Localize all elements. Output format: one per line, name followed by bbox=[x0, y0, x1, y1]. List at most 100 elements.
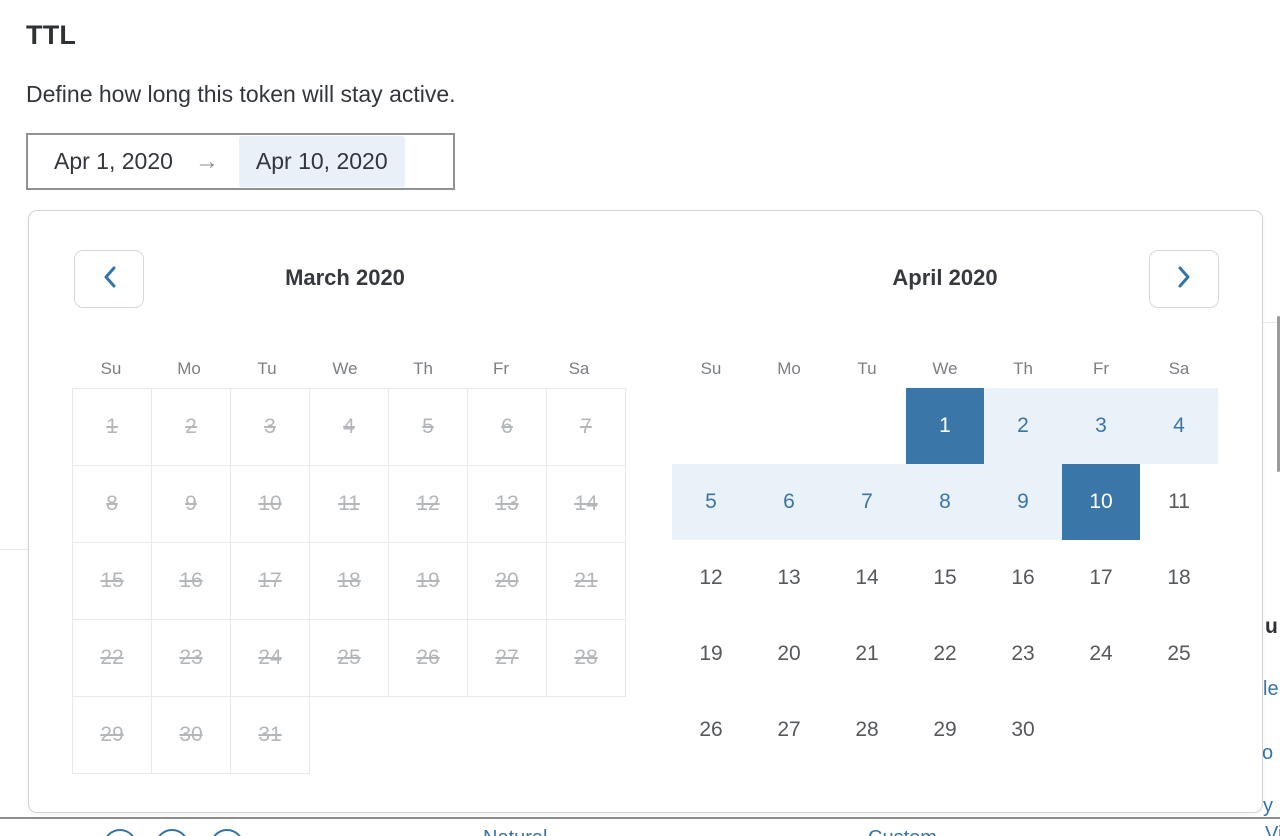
day-cell-april-2[interactable]: 2 bbox=[984, 388, 1062, 464]
weekday-row: Su Mo Tu We Th Fr Sa bbox=[72, 357, 618, 381]
arrow-right-icon: → bbox=[194, 147, 219, 175]
circle-button-partial[interactable] bbox=[210, 829, 244, 836]
prev-month-button[interactable] bbox=[74, 250, 144, 308]
day-cell-april-6[interactable]: 6 bbox=[750, 464, 828, 540]
day-cell-april-17[interactable]: 17 bbox=[1089, 566, 1113, 589]
day-cell-march-22: 22 bbox=[72, 619, 152, 697]
clipped-text-fragment: Natural bbox=[483, 827, 547, 836]
clipped-text-fragment: o bbox=[1262, 742, 1274, 764]
day-cell-april-4[interactable]: 4 bbox=[1140, 388, 1218, 464]
weekday-label: We bbox=[332, 359, 358, 378]
day-cell-april-7[interactable]: 7 bbox=[828, 464, 906, 540]
empty-cell bbox=[547, 697, 626, 774]
day-cell-april-29[interactable]: 29 bbox=[933, 718, 957, 741]
weekday-label: Th bbox=[413, 359, 433, 378]
scrollbar-thumb[interactable] bbox=[1277, 316, 1280, 472]
month-title: March 2020 bbox=[285, 265, 405, 290]
weekday-label: Tu bbox=[257, 359, 277, 378]
weekday-label: Th bbox=[1013, 359, 1033, 378]
day-cell-march-12: 12 bbox=[388, 465, 468, 543]
day-cell-april-20[interactable]: 20 bbox=[777, 642, 801, 665]
chevron-right-icon bbox=[1177, 265, 1192, 294]
calendar-week-row: 15 16 17 18 19 20 21 bbox=[72, 542, 626, 620]
day-cell-march-20: 20 bbox=[467, 542, 547, 620]
day-cell-april-30[interactable]: 30 bbox=[1011, 718, 1035, 741]
day-cell-march-16: 16 bbox=[151, 542, 231, 620]
weekday-label: Fr bbox=[492, 359, 510, 378]
day-cell-april-19[interactable]: 19 bbox=[699, 642, 723, 665]
start-date-value[interactable]: Apr 1, 2020 bbox=[54, 148, 173, 174]
day-cell-april-15[interactable]: 15 bbox=[933, 566, 957, 589]
day-cell-april-18[interactable]: 18 bbox=[1167, 566, 1191, 589]
day-cell-march-26: 26 bbox=[388, 619, 468, 697]
day-cell-april-5[interactable]: 5 bbox=[672, 464, 750, 540]
page-title: TTL bbox=[26, 20, 77, 50]
calendar-week-row: 8 9 10 11 12 13 14 bbox=[72, 465, 626, 543]
clipped-text-fragment: u bbox=[1265, 615, 1278, 638]
day-cell-april-3[interactable]: 3 bbox=[1062, 388, 1140, 464]
empty-cell bbox=[750, 388, 828, 464]
next-month-button[interactable] bbox=[1149, 250, 1219, 308]
day-cell-march-23: 23 bbox=[151, 619, 231, 697]
day-cell-april-1[interactable]: 1 bbox=[906, 388, 984, 464]
day-cell-april-23[interactable]: 23 bbox=[1011, 642, 1035, 665]
day-cell-april-16[interactable]: 16 bbox=[1011, 566, 1035, 589]
day-cell-march-25: 25 bbox=[309, 619, 389, 697]
day-cell-april-21[interactable]: 21 bbox=[855, 642, 879, 665]
day-cell-april-26[interactable]: 26 bbox=[699, 718, 723, 741]
march-grid: 1 2 3 4 5 6 7 8 9 10 11 12 13 14 15 16 17 18 19 20 21 22 23 24 2… bbox=[72, 388, 626, 774]
day-cell-april-13[interactable]: 13 bbox=[777, 566, 801, 589]
day-cell-march-5: 5 bbox=[388, 388, 468, 466]
circle-button-partial[interactable] bbox=[103, 829, 137, 836]
day-cell-april-25[interactable]: 25 bbox=[1167, 642, 1191, 665]
weekday-label: Fr bbox=[1092, 359, 1110, 378]
day-cell-april-8[interactable]: 8 bbox=[906, 464, 984, 540]
weekday-label: Su bbox=[700, 359, 722, 378]
day-cell-april-12[interactable]: 12 bbox=[699, 566, 723, 589]
day-cell-april-14[interactable]: 14 bbox=[855, 566, 879, 589]
day-cell-march-10: 10 bbox=[230, 465, 310, 543]
day-cell-march-7: 7 bbox=[546, 388, 626, 466]
day-cell-april-28[interactable]: 28 bbox=[855, 718, 879, 741]
background-divider-bottom bbox=[0, 817, 1280, 819]
weekday-label: Sa bbox=[1168, 359, 1190, 378]
calendar-week-row: 19 20 21 22 23 24 25 bbox=[672, 616, 1218, 692]
day-cell-march-3: 3 bbox=[230, 388, 310, 466]
month-title: April 2020 bbox=[892, 265, 998, 290]
clipped-text-fragment: le bbox=[1263, 678, 1279, 700]
calendar-week-row: 29 30 31 bbox=[72, 696, 626, 774]
weekday-row: Su Mo Tu We Th Fr Sa bbox=[672, 357, 1218, 381]
day-cell-march-8: 8 bbox=[72, 465, 152, 543]
date-range-input[interactable]: Apr 1, 2020 → Apr 10, 2020 bbox=[26, 133, 455, 190]
weekday-label: Tu bbox=[857, 359, 877, 378]
april-grid: 1 2 3 4 5 6 7 8 9 10 11 12 13 14 15 16 17 18 19 20 21 22 23 24 2… bbox=[672, 388, 1218, 768]
day-cell-march-17: 17 bbox=[230, 542, 310, 620]
day-cell-april-22[interactable]: 22 bbox=[933, 642, 957, 665]
empty-cell bbox=[1140, 692, 1218, 768]
day-cell-march-28: 28 bbox=[546, 619, 626, 697]
end-date-value[interactable]: Apr 10, 2020 bbox=[238, 136, 405, 187]
day-cell-march-30: 30 bbox=[151, 696, 231, 774]
weekday-label: Mo bbox=[177, 359, 201, 378]
day-cell-april-9[interactable]: 9 bbox=[984, 464, 1062, 540]
day-cell-march-1: 1 bbox=[72, 388, 152, 466]
day-cell-march-18: 18 bbox=[309, 542, 389, 620]
day-cell-march-2: 2 bbox=[151, 388, 231, 466]
chevron-left-icon bbox=[102, 265, 117, 294]
day-cell-april-10[interactable]: 10 bbox=[1062, 464, 1140, 540]
page-description: Define how long this token will stay act… bbox=[26, 81, 456, 107]
day-cell-march-13: 13 bbox=[467, 465, 547, 543]
day-cell-april-24[interactable]: 24 bbox=[1089, 642, 1113, 665]
day-cell-march-15: 15 bbox=[72, 542, 152, 620]
day-cell-march-27: 27 bbox=[467, 619, 547, 697]
day-cell-april-27[interactable]: 27 bbox=[777, 718, 801, 741]
day-cell-april-11[interactable]: 11 bbox=[1168, 490, 1190, 513]
weekday-label: We bbox=[932, 359, 958, 378]
weekday-label: Mo bbox=[777, 359, 801, 378]
day-cell-march-31: 31 bbox=[230, 696, 310, 774]
clipped-text-fragment: Vi bbox=[1265, 823, 1280, 836]
day-cell-march-24: 24 bbox=[230, 619, 310, 697]
circle-button-partial[interactable] bbox=[155, 829, 189, 836]
